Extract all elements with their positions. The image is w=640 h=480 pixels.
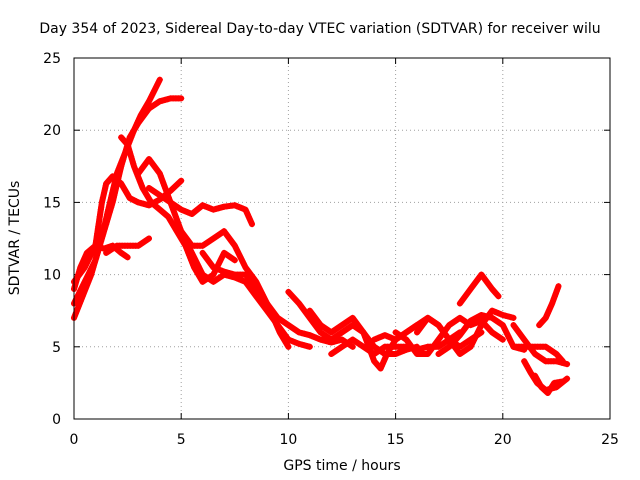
plus-markers	[536, 283, 562, 329]
y-tick-label: 25	[43, 51, 61, 67]
y-tick-label: 20	[43, 123, 61, 139]
plus-markers	[221, 228, 292, 350]
data-series-group	[71, 76, 571, 396]
series-track-18-markers	[456, 271, 502, 307]
series-track-24-markers	[536, 283, 562, 329]
series-track-5-markers	[103, 235, 152, 256]
x-tick-label: 0	[70, 432, 79, 448]
chart-title: Day 354 of 2023, Sidereal Day-to-day VTE…	[39, 21, 600, 37]
x-tick-label: 25	[601, 432, 619, 448]
y-tick-label: 10	[43, 268, 61, 284]
y-axis-label: SDTVAR / TECUs	[7, 181, 23, 296]
x-tick-label: 20	[494, 432, 512, 448]
axis-ticks: 0 5 10 15 20 25 0 5 10 15 20 25	[43, 51, 619, 448]
y-tick-label: 15	[43, 195, 61, 211]
y-tick-label: 0	[52, 412, 61, 428]
plus-markers	[118, 134, 238, 285]
x-tick-label: 15	[387, 432, 405, 448]
plus-markers	[510, 343, 566, 365]
plus-markers	[510, 322, 571, 368]
x-axis-label: GPS time / hours	[283, 458, 400, 474]
plus-markers	[103, 235, 152, 256]
plus-markers	[146, 185, 255, 228]
x-tick-label: 10	[279, 432, 297, 448]
plus-markers	[456, 271, 502, 307]
series-track-21-markers	[510, 343, 566, 365]
series-track-23-markers	[532, 372, 566, 396]
series-track-8-markers	[146, 185, 255, 228]
plus-markers	[532, 372, 566, 396]
plot-area-frame	[73, 57, 611, 420]
series-track-6-markers	[118, 134, 238, 285]
series-track-11-markers	[221, 228, 292, 350]
y-tick-label: 5	[52, 340, 61, 356]
x-tick-label: 5	[177, 432, 186, 448]
series-track-20-markers	[510, 322, 571, 368]
